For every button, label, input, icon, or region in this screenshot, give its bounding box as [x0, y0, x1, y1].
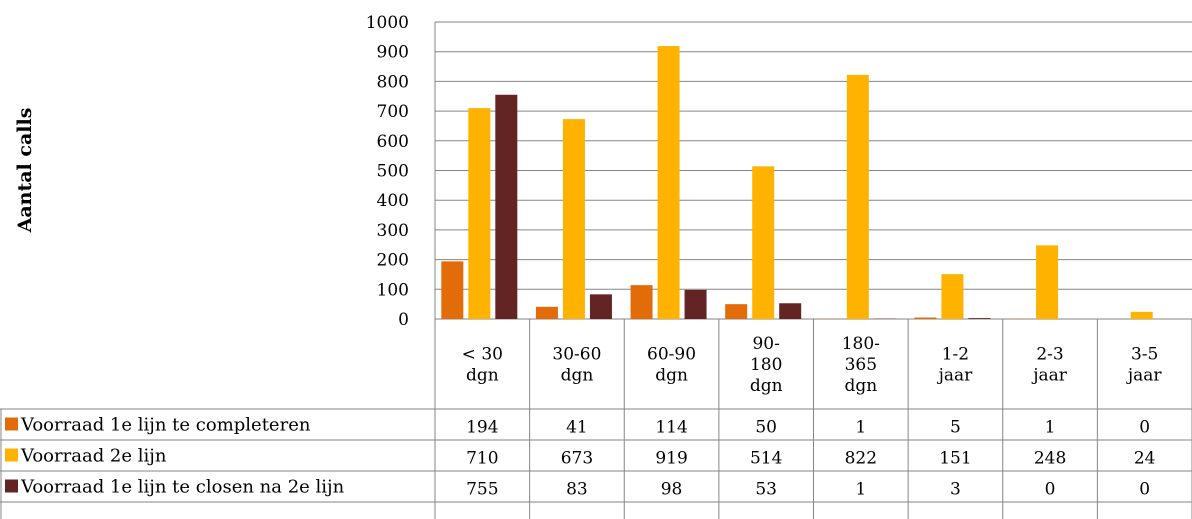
- y-tick-label: 0: [398, 310, 409, 330]
- table-cell: 1: [855, 480, 866, 500]
- y-tick-label: 300: [377, 221, 409, 241]
- table-cell: 1: [1045, 418, 1056, 438]
- y-tick-label: 800: [377, 72, 409, 92]
- bar: [779, 303, 802, 319]
- table-cell: 514: [750, 449, 782, 469]
- y-tick-label: 1000: [366, 13, 409, 33]
- data-table: < 30dgn30-60dgn60-90dgn90-180dgn180-365d…: [0, 319, 1192, 519]
- legend-swatch: [5, 479, 18, 493]
- x-category-label: dgn: [466, 366, 499, 386]
- y-tick-label: 100: [377, 280, 409, 300]
- legend-label: Voorraad 1e lijn te completeren: [20, 415, 311, 436]
- y-tick-label: 500: [377, 162, 409, 182]
- table-cell: 755: [466, 480, 498, 500]
- table-cell: 919: [655, 449, 687, 469]
- x-category-label: jaar: [1031, 366, 1068, 386]
- bar: [1036, 245, 1059, 319]
- y-axis-label: Aantal calls: [14, 108, 36, 234]
- y-tick-label: 600: [377, 132, 409, 152]
- bar: [1130, 311, 1153, 319]
- x-category-label: 2-3: [1036, 345, 1063, 365]
- bar: [914, 317, 937, 319]
- legend-swatch: [5, 417, 18, 431]
- table-cell: 98: [661, 480, 683, 500]
- bar: [441, 261, 464, 319]
- bar: [684, 289, 707, 319]
- table-cell: 3: [950, 480, 961, 500]
- legend-label: Voorraad 2e lijn: [20, 446, 167, 467]
- x-category-label: dgn: [561, 366, 594, 386]
- y-tick-label: 700: [377, 102, 409, 122]
- bar: [495, 94, 518, 319]
- table-cell: 822: [845, 449, 877, 469]
- x-category-label: 3-5: [1131, 345, 1158, 365]
- table-cell: 114: [655, 418, 687, 438]
- x-category-label: < 30: [462, 345, 503, 365]
- table-cell: 5: [950, 418, 961, 438]
- gridlines: [434, 21, 1192, 320]
- table-cell: 24: [1134, 449, 1156, 469]
- y-tick-label: 400: [377, 191, 409, 211]
- x-category-label: dgn: [844, 376, 877, 396]
- bar: [657, 46, 680, 319]
- legend-swatch: [5, 448, 18, 462]
- x-category-label: dgn: [655, 366, 688, 386]
- bar: [468, 108, 491, 319]
- table-cell: 248: [1034, 449, 1066, 469]
- bar: [941, 274, 964, 319]
- table-cell: 0: [1045, 480, 1056, 500]
- table-cell: 1: [855, 418, 866, 438]
- x-category-label: 90-: [752, 334, 779, 354]
- legend-label: Voorraad 1e lijn te closen na 2e lijn: [20, 477, 345, 498]
- y-tick-label: 200: [377, 251, 409, 271]
- x-category-label: 365: [845, 355, 877, 375]
- table-cell: 50: [755, 418, 777, 438]
- x-category-label: jaar: [1126, 366, 1163, 386]
- x-category-label: 60-90: [647, 345, 696, 365]
- table-cell: 194: [466, 418, 498, 438]
- table-cell: 0: [1139, 418, 1150, 438]
- bar: [630, 285, 653, 319]
- x-category-label: 180-: [842, 334, 880, 354]
- y-tick-labels: 0 100 200 300 400 500 600 700 800 900 1000: [366, 13, 409, 330]
- x-category-label: dgn: [750, 376, 783, 396]
- table-cell: 83: [566, 480, 588, 500]
- bar: [725, 304, 748, 319]
- y-tick-label: 900: [377, 43, 409, 63]
- table-cell: 41: [566, 418, 588, 438]
- x-category-label: 30-60: [552, 345, 601, 365]
- bar: [968, 318, 991, 319]
- bar: [562, 119, 585, 319]
- x-category-label: 180: [750, 355, 782, 375]
- table-cell: 710: [466, 449, 498, 469]
- table-cell: 151: [939, 449, 971, 469]
- x-category-label: jaar: [937, 366, 974, 386]
- x-category-label: 1-2: [942, 345, 969, 365]
- bar: [535, 306, 558, 319]
- table-cell: 53: [755, 480, 777, 500]
- bar: [846, 74, 869, 319]
- bar: [589, 294, 612, 319]
- bars: [441, 46, 1153, 319]
- bar: [752, 166, 775, 319]
- table-cell: 673: [561, 449, 593, 469]
- table-cell: 0: [1139, 480, 1150, 500]
